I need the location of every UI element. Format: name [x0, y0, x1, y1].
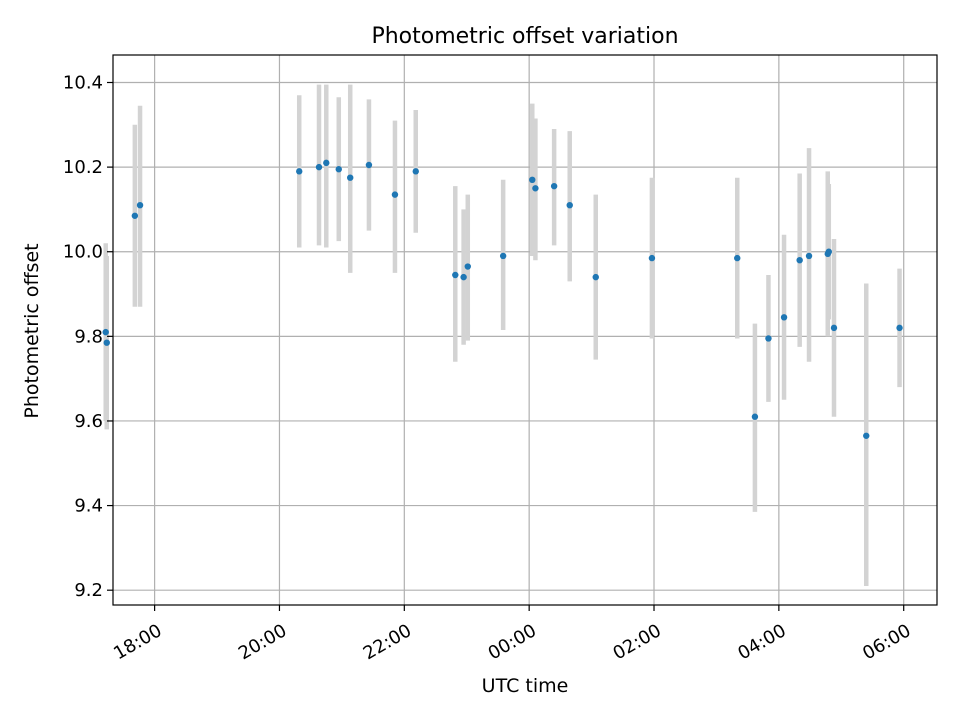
data-point	[499, 252, 507, 260]
data-point	[452, 271, 459, 279]
y-tick-label: 10.2	[63, 157, 103, 178]
data-point	[734, 254, 741, 262]
y-tick-label: 9.2	[74, 580, 103, 601]
data-point	[780, 314, 788, 321]
y-axis-ticks: 9.2 9.4 9.6 9.8 10.0 10.2 10.4	[63, 73, 113, 601]
y-tick-label: 10.4	[63, 73, 103, 94]
x-axis-label: UTC time	[482, 675, 569, 697]
y-tick-label: 9.8	[74, 326, 103, 347]
data-point	[765, 335, 772, 342]
data-point	[335, 166, 342, 173]
data-point	[102, 328, 109, 336]
data-point	[529, 176, 536, 184]
data-point	[751, 413, 759, 420]
data-point	[464, 263, 471, 270]
data-point	[825, 248, 832, 255]
y-tick-label: 9.4	[74, 496, 103, 517]
data-point	[648, 254, 656, 262]
chart-title: Photometric offset variation	[371, 24, 678, 49]
data-point	[412, 168, 419, 175]
data-point	[796, 256, 803, 264]
y-tick-label: 9.6	[74, 411, 103, 432]
data-point	[550, 182, 558, 190]
data-point	[315, 163, 323, 171]
data-point	[131, 212, 139, 219]
data-point	[347, 174, 354, 181]
data-point	[863, 432, 870, 439]
data-point	[805, 252, 813, 260]
y-axis-label: Photometric offset	[21, 243, 43, 418]
data-point	[296, 168, 303, 175]
data-point	[566, 201, 573, 209]
y-tick-label: 10.0	[63, 242, 103, 263]
data-point	[592, 273, 599, 281]
data-point	[136, 201, 144, 209]
data-point	[103, 339, 110, 346]
data-point	[391, 191, 399, 198]
plot-frame	[112, 54, 938, 606]
data-point	[896, 324, 903, 332]
data-point	[323, 159, 330, 167]
data-point	[365, 161, 373, 169]
data-point	[460, 273, 467, 281]
data-points	[102, 159, 903, 439]
data-point	[830, 324, 838, 332]
data-point	[532, 185, 539, 192]
